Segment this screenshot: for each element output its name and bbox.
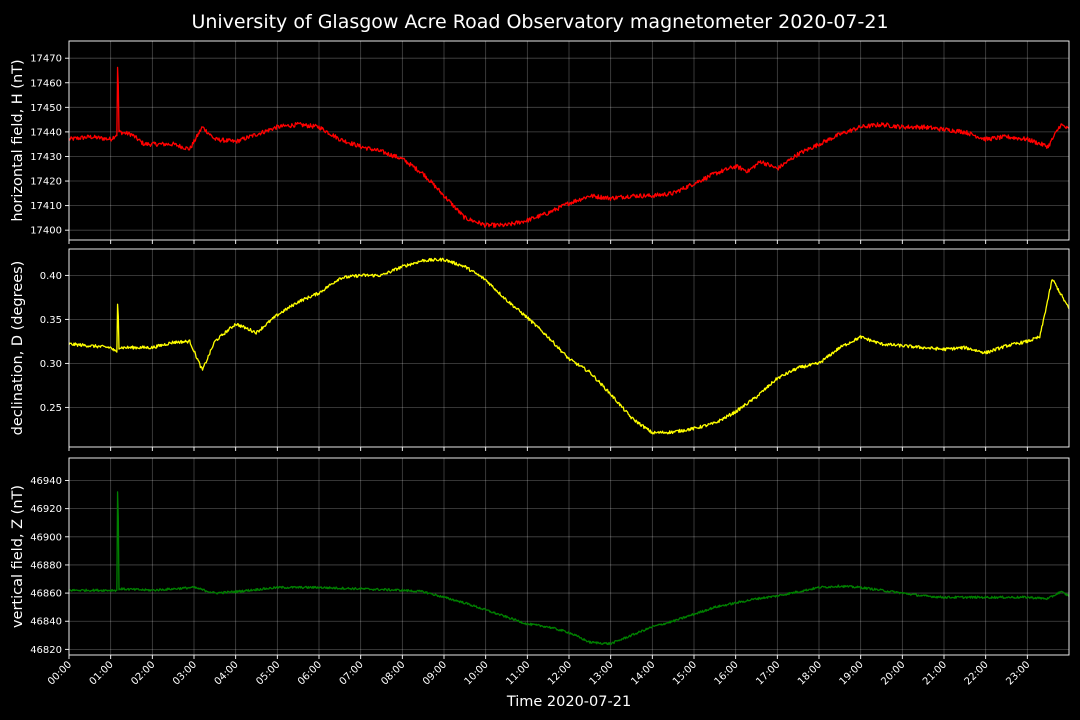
y-axis-label: declination, D (degrees) bbox=[10, 261, 26, 436]
plot-frame bbox=[68, 457, 1070, 656]
x-tick-label: 19:00 bbox=[838, 659, 866, 687]
y-tick-label: 0.40 bbox=[40, 271, 62, 282]
y-tick-label: 0.25 bbox=[40, 403, 62, 414]
series-line-3 bbox=[68, 491, 1070, 646]
y-tick-label: 46860 bbox=[30, 589, 62, 600]
series-line-1 bbox=[68, 66, 1070, 229]
x-tick-label: 22:00 bbox=[963, 659, 991, 687]
x-tick-label: 07:00 bbox=[338, 659, 366, 687]
y-tick-label: 17430 bbox=[30, 152, 62, 163]
x-tick-label: 13:00 bbox=[588, 659, 616, 687]
y-tick-label: 17470 bbox=[30, 54, 62, 65]
y-tick-label: 46880 bbox=[30, 560, 62, 571]
x-tick-label: 02:00 bbox=[129, 659, 157, 687]
x-tick-label: 21:00 bbox=[921, 659, 949, 687]
y-tick-label: 17450 bbox=[30, 103, 62, 114]
y-axis-label: vertical field, Z (nT) bbox=[10, 485, 26, 628]
y-tick-label: 17400 bbox=[30, 226, 62, 237]
y-tick-label: 17460 bbox=[30, 78, 62, 89]
x-tick-label: 15:00 bbox=[671, 659, 699, 687]
x-tick-label: 05:00 bbox=[254, 659, 282, 687]
series-line-2 bbox=[68, 257, 1070, 435]
x-tick-label: 20:00 bbox=[879, 659, 907, 687]
grid-lines bbox=[68, 41, 1069, 240]
plot-frame bbox=[68, 248, 1070, 448]
y-tick-label: 46820 bbox=[30, 645, 62, 656]
y-tick-label: 17440 bbox=[30, 127, 62, 138]
grid-lines bbox=[68, 249, 1069, 447]
x-tick-label: 10:00 bbox=[463, 659, 491, 687]
panel-1: 17400 17410 17420 17430 17440 17450 17460 17470… bbox=[10, 40, 1070, 244]
x-tick-label: 14:00 bbox=[629, 659, 657, 687]
y-tick-label: 17410 bbox=[30, 201, 62, 212]
y-axis-label: horizontal field, H (nT) bbox=[10, 59, 26, 221]
x-tick-label: 01:00 bbox=[88, 659, 116, 687]
plot-frame bbox=[68, 40, 1070, 241]
x-tick-label: 23:00 bbox=[1004, 659, 1032, 687]
y-tick-label: 0.35 bbox=[40, 315, 62, 326]
x-tick-label: 16:00 bbox=[713, 659, 741, 687]
x-tick-label: 04:00 bbox=[213, 659, 241, 687]
y-tick-label: 46920 bbox=[30, 504, 62, 515]
y-tick-label: 0.30 bbox=[40, 359, 62, 370]
x-tick-label: 11:00 bbox=[504, 659, 532, 687]
x-tick-label: 03:00 bbox=[171, 659, 199, 687]
x-tick-label: 00:00 bbox=[46, 659, 74, 687]
y-tick-label: 46940 bbox=[30, 476, 62, 487]
x-tick-label: 09:00 bbox=[421, 659, 449, 687]
x-tick-label: 08:00 bbox=[379, 659, 407, 687]
y-tick-label: 46840 bbox=[30, 617, 62, 628]
x-axis-label: Time 2020-07-21 bbox=[506, 694, 631, 710]
x-tick-label: 17:00 bbox=[754, 659, 782, 687]
panel-2: 0.25 0.30 0.35 0.40 declination, D (degrees) bbox=[10, 248, 1070, 451]
x-tick-label: 12:00 bbox=[546, 659, 574, 687]
x-tick-label: 06:00 bbox=[296, 659, 324, 687]
y-tick-label: 46900 bbox=[30, 532, 62, 543]
grid-lines bbox=[68, 458, 1069, 655]
y-tick-label: 17420 bbox=[30, 177, 62, 188]
x-tick-label: 18:00 bbox=[796, 659, 824, 687]
chart-title: University of Glasgow Acre Road Observat… bbox=[191, 11, 888, 33]
panel-3: 46820 46840 46860 46880 46900 46920 46940 verti… bbox=[10, 457, 1070, 688]
